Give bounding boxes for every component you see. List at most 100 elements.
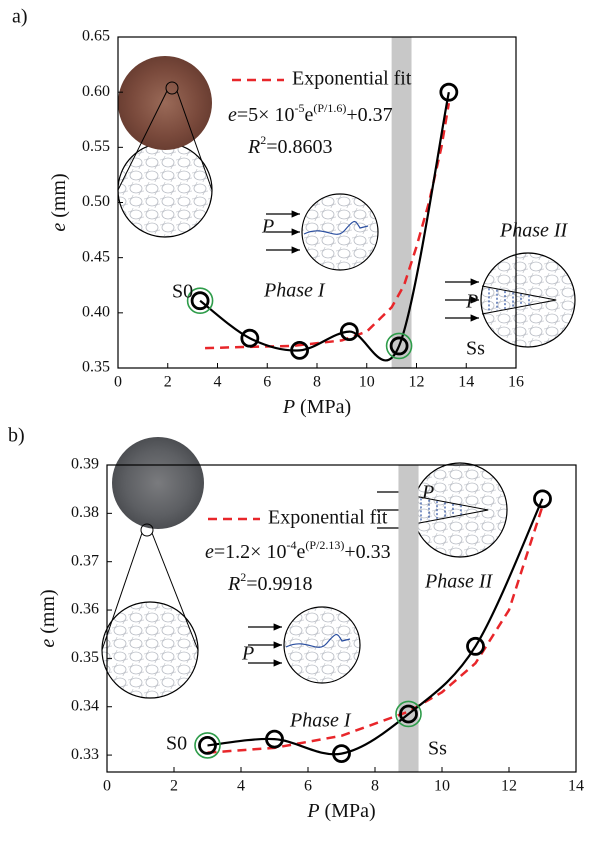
x-tick-label: 6 bbox=[304, 778, 312, 795]
x-tick-label: 2 bbox=[164, 374, 172, 391]
phase1-inset bbox=[283, 606, 361, 684]
equation-part: (P/1.6) bbox=[313, 101, 346, 115]
data-point bbox=[399, 704, 418, 724]
highlight-ring bbox=[194, 732, 221, 759]
crack-wedge bbox=[413, 495, 489, 525]
equation: e=1.2× 10-4e(P/2.13)+0.33 bbox=[205, 538, 391, 563]
data-point bbox=[332, 744, 351, 764]
x-tick-label: 14 bbox=[458, 374, 474, 391]
annotation: P bbox=[241, 643, 254, 665]
y-tick-label: 0.37 bbox=[71, 552, 99, 569]
annotation: Phase II bbox=[424, 571, 494, 593]
x-tick-label: 12 bbox=[409, 374, 425, 391]
x-tick-label: 6 bbox=[263, 374, 271, 391]
legend-label: Exponential fit bbox=[268, 507, 388, 529]
equation-part: -4 bbox=[286, 538, 296, 552]
y-tick-label: 0.65 bbox=[82, 28, 110, 45]
x-tick-label: 14 bbox=[568, 778, 584, 795]
data-point bbox=[466, 636, 485, 656]
insets bbox=[117, 56, 576, 348]
insets bbox=[101, 437, 508, 699]
x-tick-label: 0 bbox=[114, 374, 122, 391]
annotation: Ss bbox=[466, 338, 485, 360]
y-label-var: e bbox=[37, 639, 59, 648]
phase2-inset bbox=[480, 252, 576, 348]
crack-wedge bbox=[481, 285, 557, 315]
texture-circle bbox=[101, 601, 199, 699]
x-tick-label: 10 bbox=[434, 778, 450, 795]
phase-band bbox=[398, 465, 419, 772]
phase-band bbox=[391, 37, 412, 368]
data-point bbox=[439, 82, 459, 102]
x-tick-label: 0 bbox=[103, 778, 111, 795]
y-tick-label: 0.55 bbox=[82, 138, 110, 155]
data-point bbox=[240, 328, 260, 348]
panel-label: a) bbox=[12, 6, 28, 28]
annotation: P bbox=[465, 291, 478, 313]
plot-frame bbox=[106, 464, 577, 773]
y-tick-label: 0.45 bbox=[82, 248, 110, 265]
legend-label: Exponential fit bbox=[292, 68, 412, 90]
annotation: Ss bbox=[428, 738, 447, 760]
zoom-circle bbox=[140, 523, 154, 537]
r_squared-part: R bbox=[247, 136, 260, 158]
equation-part: e bbox=[296, 541, 305, 563]
y-tick-label: 0.39 bbox=[71, 456, 99, 473]
equation-part: e bbox=[205, 541, 214, 563]
crack bbox=[303, 220, 369, 235]
equation-part: =1.2× 10 bbox=[214, 541, 287, 563]
y-label-unit: (mm) bbox=[48, 173, 70, 217]
x-tick-label: 16 bbox=[508, 374, 524, 391]
x-label-unit: (MPa) bbox=[325, 800, 376, 822]
equation: e=5× 10-5e(P/1.6)+0.37 bbox=[228, 101, 393, 126]
data-point bbox=[533, 489, 552, 509]
x-axis-label: P (MPa) bbox=[306, 800, 375, 822]
y-axis-label: e (mm) bbox=[37, 589, 59, 647]
y-tick-label: 0.34 bbox=[71, 697, 99, 714]
r_squared: R2=0.8603 bbox=[247, 133, 333, 158]
phase2-inset bbox=[412, 462, 508, 558]
y-tick-label: 0.33 bbox=[71, 746, 99, 763]
zoom-line bbox=[176, 90, 213, 191]
x-label-var: P bbox=[306, 800, 319, 822]
x-tick-label: 10 bbox=[359, 374, 375, 391]
data-point bbox=[290, 340, 309, 360]
data-curve bbox=[207, 498, 544, 756]
annotation: S0 bbox=[172, 281, 193, 303]
fit-line bbox=[205, 102, 451, 350]
data-point bbox=[339, 322, 359, 341]
r_squared-part: R bbox=[227, 573, 240, 595]
y-tick-label: 0.40 bbox=[82, 304, 110, 321]
y-tick-label: 0.60 bbox=[82, 83, 110, 100]
x-tick-label: 12 bbox=[501, 778, 517, 795]
annotation: Phase I bbox=[289, 710, 352, 732]
phase1-inset bbox=[301, 193, 379, 271]
y-tick-label: 0.36 bbox=[71, 601, 99, 618]
data-point bbox=[190, 291, 210, 311]
y-tick-label: 0.35 bbox=[71, 649, 99, 666]
zoom-line bbox=[151, 532, 199, 651]
panel-label: b) bbox=[8, 425, 25, 447]
data-point bbox=[198, 736, 217, 755]
equation-part: +0.33 bbox=[344, 541, 390, 563]
x-tick-label: 8 bbox=[313, 374, 321, 391]
y-label-var: e bbox=[48, 223, 70, 232]
highlight-ring bbox=[186, 287, 214, 314]
zoom-line bbox=[117, 90, 168, 191]
x-label-unit: (MPa) bbox=[300, 396, 351, 418]
y-label-unit: (mm) bbox=[37, 589, 59, 633]
crack bbox=[285, 633, 351, 648]
highlight-ring bbox=[395, 700, 422, 728]
y-tick-label: 0.38 bbox=[71, 504, 99, 521]
annotation: Phase I bbox=[263, 280, 326, 302]
equation-part: +0.37 bbox=[346, 104, 392, 126]
data-point bbox=[265, 729, 284, 749]
equation-part: (P/2.13) bbox=[305, 538, 344, 552]
x-label-var: P bbox=[282, 396, 295, 418]
equation-part: -5 bbox=[294, 101, 304, 115]
y-tick-label: 0.35 bbox=[82, 359, 110, 376]
r_squared-part: =0.9918 bbox=[246, 573, 312, 595]
equation-part: e bbox=[304, 104, 313, 126]
data-curve bbox=[199, 91, 450, 362]
